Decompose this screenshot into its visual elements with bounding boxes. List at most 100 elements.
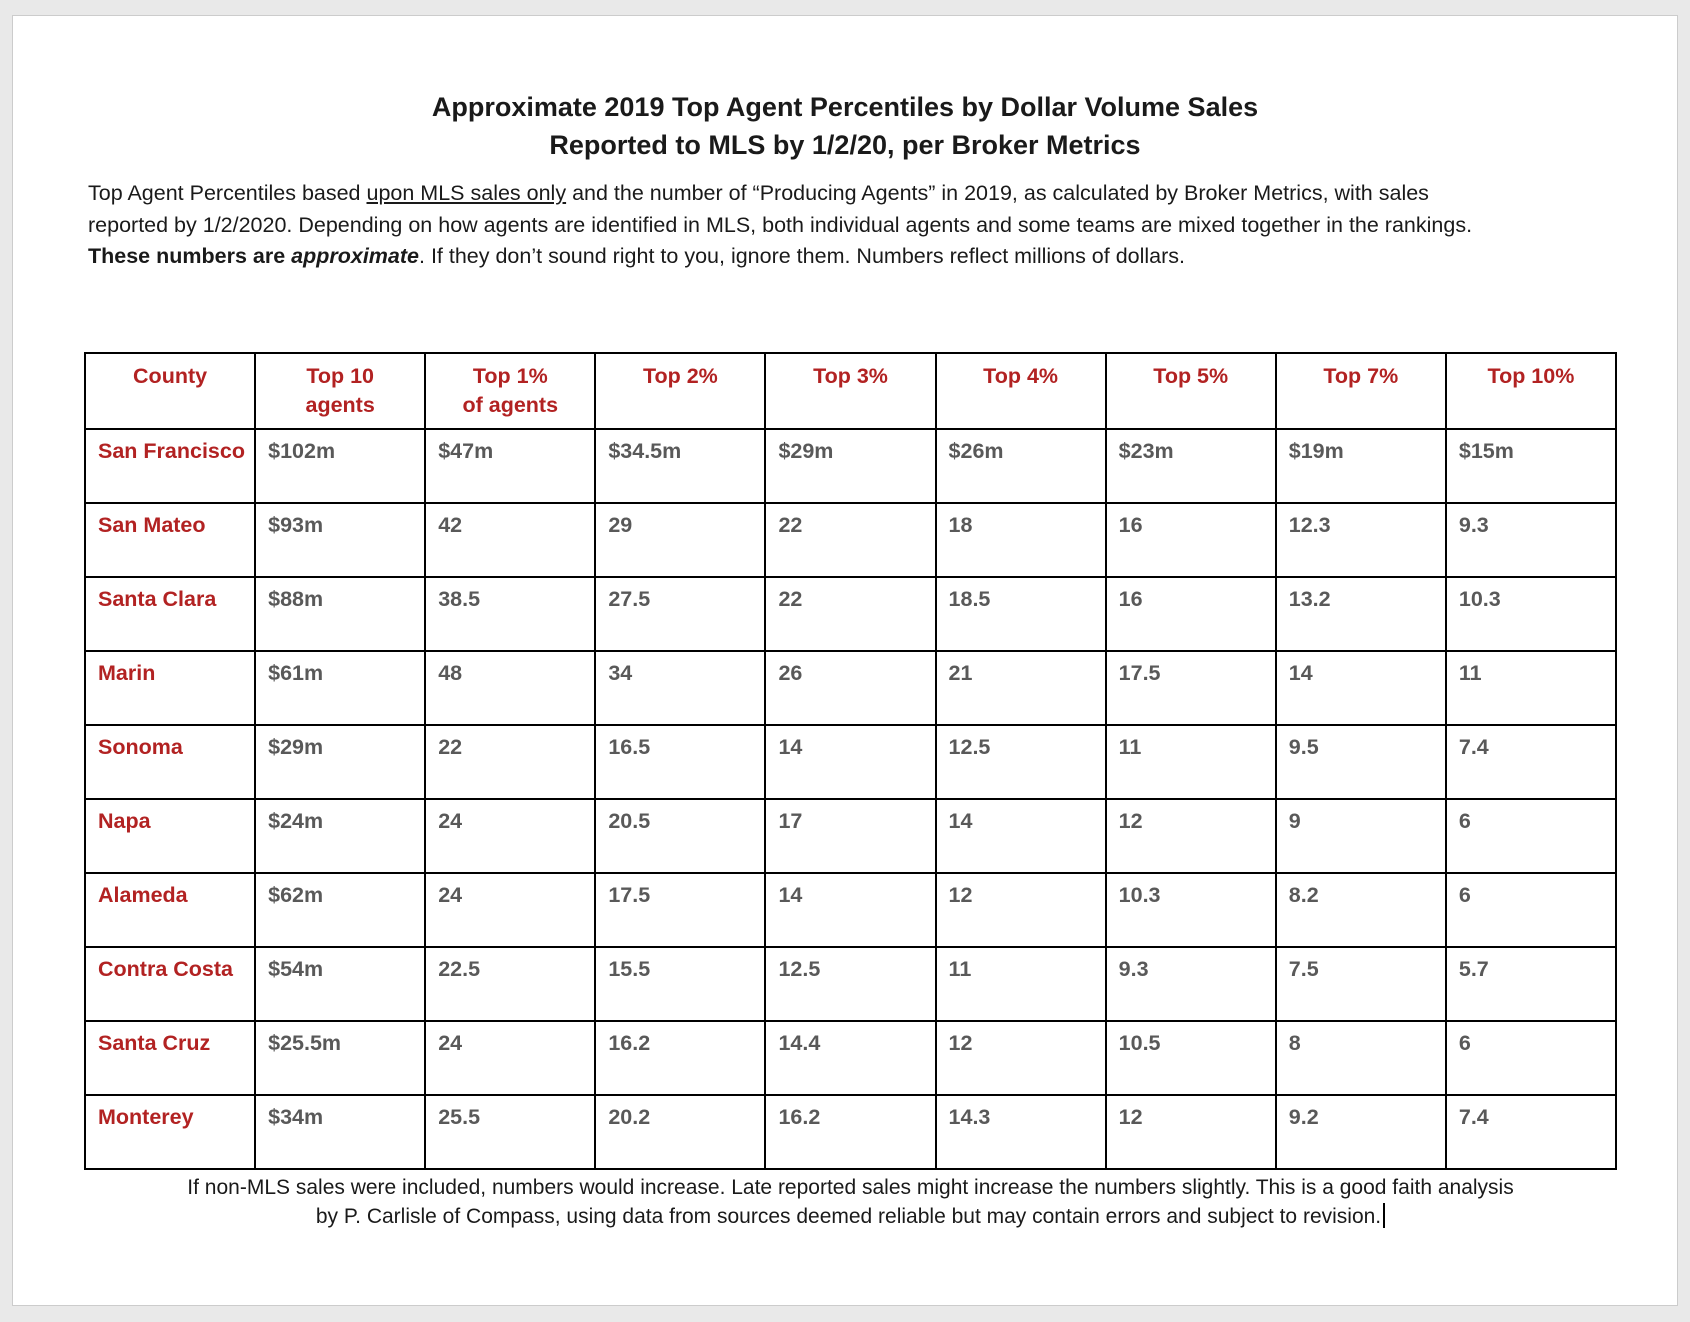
value-cell[interactable]: 24 [424, 798, 597, 874]
column-header[interactable]: County [83, 352, 257, 430]
county-cell[interactable]: Santa Clara [83, 576, 257, 652]
value-cell[interactable]: 16.2 [594, 1020, 767, 1096]
intro-line[interactable]: These numbers are approximate. If they d… [88, 241, 1617, 273]
value-cell[interactable]: $29m [254, 724, 427, 800]
column-header[interactable]: Top 1% of agents [424, 352, 597, 430]
intro-text-segment[interactable]: reported by 1/2/2020. Depending on how a… [88, 212, 1473, 237]
value-cell[interactable]: 12 [934, 1020, 1107, 1096]
value-cell[interactable]: 22.5 [424, 946, 597, 1022]
county-cell[interactable]: Contra Costa [83, 946, 257, 1022]
value-cell[interactable]: 14.4 [764, 1020, 937, 1096]
intro-text-segment[interactable]: Top Agent Percentiles based [88, 181, 367, 205]
intro-text-segment[interactable]: approximate [291, 244, 419, 268]
value-cell[interactable]: 6 [1444, 872, 1618, 948]
value-cell[interactable]: 10.3 [1444, 576, 1618, 652]
value-cell[interactable]: $54m [254, 946, 427, 1022]
column-header[interactable]: Top 4% [934, 352, 1107, 430]
value-cell[interactable]: $34.5m [594, 428, 767, 504]
value-cell[interactable]: 9.2 [1274, 1094, 1447, 1170]
value-cell[interactable]: 12 [1104, 798, 1277, 874]
value-cell[interactable]: $29m [764, 428, 937, 504]
intro-text-segment[interactable]: . If they don’t sound right to you, igno… [419, 244, 1186, 268]
value-cell[interactable]: $47m [424, 428, 597, 504]
value-cell[interactable]: 16 [1104, 502, 1277, 578]
intro-line[interactable]: reported by 1/2/2020. Depending on how a… [88, 210, 1617, 242]
intro-text-segment[interactable]: upon MLS sales only [366, 181, 567, 205]
value-cell[interactable]: 8 [1274, 1020, 1447, 1096]
value-cell[interactable]: 24 [424, 1020, 597, 1096]
value-cell[interactable]: 12.5 [764, 946, 937, 1022]
value-cell[interactable]: 12.5 [934, 724, 1107, 800]
intro-line[interactable]: Top Agent Percentiles based upon MLS sal… [88, 178, 1617, 210]
value-cell[interactable]: 22 [424, 724, 597, 800]
title-line-1[interactable]: Approximate 2019 Top Agent Percentiles b… [431, 92, 1259, 122]
value-cell[interactable]: 24 [424, 872, 597, 948]
column-header[interactable]: Top 10 agents [254, 352, 427, 430]
value-cell[interactable]: $62m [254, 872, 427, 948]
column-header[interactable]: Top 2% [594, 352, 767, 430]
value-cell[interactable]: 25.5 [424, 1094, 597, 1170]
value-cell[interactable]: 20.5 [594, 798, 767, 874]
value-cell[interactable]: 11 [934, 946, 1107, 1022]
value-cell[interactable]: 9.3 [1444, 502, 1618, 578]
value-cell[interactable]: 6 [1444, 798, 1618, 874]
value-cell[interactable]: 11 [1444, 650, 1618, 726]
value-cell[interactable]: 29 [594, 502, 767, 578]
value-cell[interactable]: $24m [254, 798, 427, 874]
value-cell[interactable]: 17 [764, 798, 937, 874]
column-header[interactable]: Top 7% [1274, 352, 1447, 430]
value-cell[interactable]: 7.5 [1274, 946, 1447, 1022]
value-cell[interactable]: 6 [1444, 1020, 1618, 1096]
value-cell[interactable]: 21 [934, 650, 1107, 726]
value-cell[interactable]: 22 [764, 502, 937, 578]
value-cell[interactable]: 48 [424, 650, 597, 726]
column-header[interactable]: Top 5% [1104, 352, 1277, 430]
footer-line-1[interactable]: If non-MLS sales were included, numbers … [187, 1176, 1514, 1199]
value-cell[interactable]: $26m [934, 428, 1107, 504]
value-cell[interactable]: 42 [424, 502, 597, 578]
value-cell[interactable]: 34 [594, 650, 767, 726]
county-cell[interactable]: San Mateo [83, 502, 257, 578]
value-cell[interactable]: 12.3 [1274, 502, 1447, 578]
intro-text-segment[interactable]: These numbers are [88, 244, 292, 268]
value-cell[interactable]: $102m [254, 428, 427, 504]
value-cell[interactable]: 9 [1274, 798, 1447, 874]
value-cell[interactable]: $19m [1274, 428, 1447, 504]
county-cell[interactable]: Alameda [83, 872, 257, 948]
column-header[interactable]: Top 3% [764, 352, 937, 430]
intro-text-segment[interactable]: and the number of “Producing Agents” in … [566, 181, 1429, 205]
value-cell[interactable]: $93m [254, 502, 427, 578]
value-cell[interactable]: 16.2 [764, 1094, 937, 1170]
footer-line-2-text[interactable]: by P. Carlisle of Compass, using data fr… [315, 1205, 1382, 1228]
value-cell[interactable]: 22 [764, 576, 937, 652]
value-cell[interactable]: $34m [254, 1094, 427, 1170]
value-cell[interactable]: 10.3 [1104, 872, 1277, 948]
value-cell[interactable]: 7.4 [1444, 724, 1618, 800]
county-cell[interactable]: Santa Cruz [83, 1020, 257, 1096]
value-cell[interactable]: 38.5 [424, 576, 597, 652]
value-cell[interactable]: 9.5 [1274, 724, 1447, 800]
value-cell[interactable]: 27.5 [594, 576, 767, 652]
title-line-2[interactable]: Reported to MLS by 1/2/20, per Broker Me… [549, 130, 1141, 160]
column-header[interactable]: Top 10% [1444, 352, 1618, 430]
value-cell[interactable]: 14 [764, 872, 937, 948]
value-cell[interactable]: 17.5 [1104, 650, 1277, 726]
value-cell[interactable]: $61m [254, 650, 427, 726]
value-cell[interactable]: 10.5 [1104, 1020, 1277, 1096]
intro-paragraph[interactable]: Top Agent Percentiles based upon MLS sal… [88, 178, 1617, 273]
value-cell[interactable]: $88m [254, 576, 427, 652]
value-cell[interactable]: 17.5 [594, 872, 767, 948]
value-cell[interactable]: 12 [1104, 1094, 1277, 1170]
value-cell[interactable]: 11 [1104, 724, 1277, 800]
value-cell[interactable]: 14 [764, 724, 937, 800]
value-cell[interactable]: 9.3 [1104, 946, 1277, 1022]
value-cell[interactable]: 26 [764, 650, 937, 726]
value-cell[interactable]: 14.3 [934, 1094, 1107, 1170]
value-cell[interactable]: 15.5 [594, 946, 767, 1022]
value-cell[interactable]: 18.5 [934, 576, 1107, 652]
county-cell[interactable]: Sonoma [83, 724, 257, 800]
value-cell[interactable]: 5.7 [1444, 946, 1618, 1022]
value-cell[interactable]: 18 [934, 502, 1107, 578]
value-cell[interactable]: 20.2 [594, 1094, 767, 1170]
value-cell[interactable]: $23m [1104, 428, 1277, 504]
